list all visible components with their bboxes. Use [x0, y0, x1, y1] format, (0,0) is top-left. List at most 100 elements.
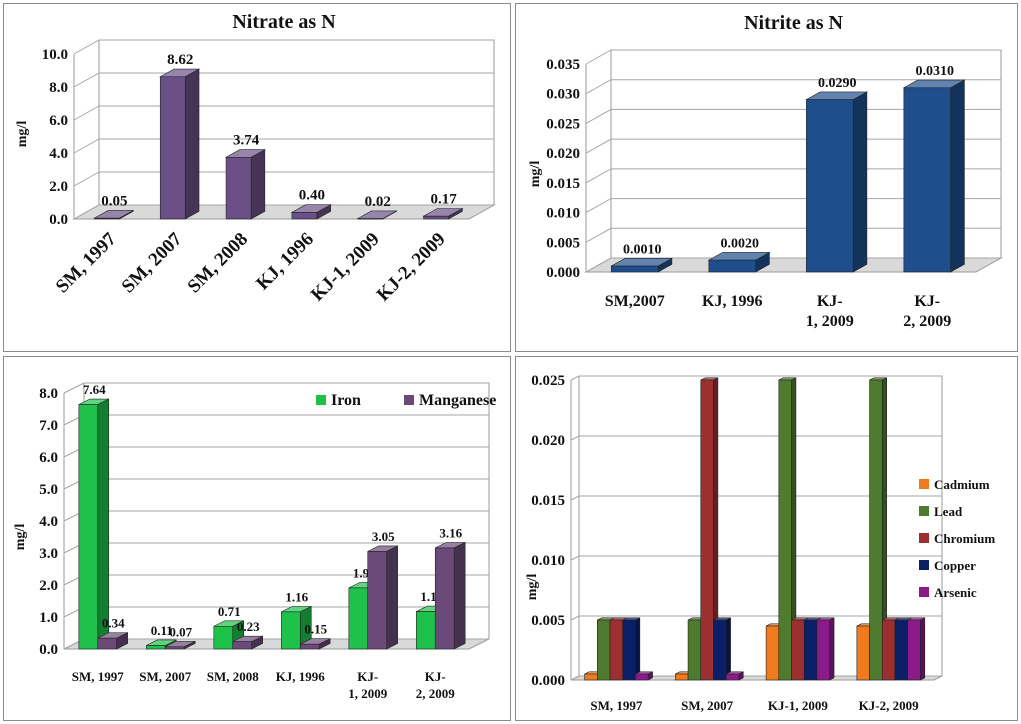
- bar-side: [453, 541, 466, 650]
- gridline: [73, 39, 494, 55]
- bar-side: [386, 545, 398, 650]
- legend-swatch: [316, 395, 326, 405]
- bar: [367, 551, 387, 650]
- bar: [416, 611, 436, 650]
- bar: [907, 619, 921, 681]
- data-label: 0.15: [304, 622, 327, 637]
- y-tick-label: 0.015: [546, 176, 580, 192]
- bar: [791, 619, 805, 681]
- bar: [611, 265, 659, 273]
- bar: [609, 619, 624, 681]
- legend-swatch: [404, 395, 414, 405]
- gridline: [585, 108, 1001, 124]
- bar: [778, 379, 792, 681]
- legend-swatch: [919, 560, 929, 570]
- x-tick-label: 2, 2009: [903, 313, 951, 330]
- iron-manganese-chart: 0.0 1.0 2.0 3.0 4.0 5.0 6.0 7.0 8.0 mg/l 7.64 0.34 S…: [13, 382, 496, 701]
- legend-label: Cadmium: [934, 477, 990, 492]
- data-label: 0.23: [237, 619, 260, 634]
- gridline: [585, 79, 1001, 95]
- legend-swatch: [919, 587, 929, 597]
- bar: [213, 625, 234, 650]
- data-label: 0.0020: [721, 236, 760, 251]
- y-axis-label: mg/l: [528, 161, 543, 188]
- bar-side: [635, 617, 641, 681]
- iron-manganese-chart-panel: 0.0 1.0 2.0 3.0 4.0 5.0 6.0 7.0 8.0 mg/l 7.64 0.34 S…: [3, 356, 511, 721]
- data-label: 0.02: [365, 194, 391, 210]
- bar: [635, 673, 649, 681]
- bar: [299, 643, 320, 650]
- y-tick-label: 0.000: [546, 265, 580, 281]
- x-tick-label: SM, 2008: [184, 229, 253, 298]
- y-tick-label: 0.010: [546, 206, 580, 222]
- bar: [434, 547, 455, 650]
- legend-label: Iron: [331, 392, 361, 409]
- data-label: 1.16: [285, 589, 308, 604]
- x-tick-label: KJ, 1996: [252, 229, 318, 295]
- bar-side: [184, 68, 200, 220]
- bar: [869, 379, 883, 681]
- data-label: 8.62: [167, 52, 193, 68]
- y-tick-label: 0.035: [546, 57, 580, 73]
- chart-title: Nitrite as N: [744, 12, 843, 34]
- heavy-metals-chart: 0.000 0.005 0.010 0.015 0.020 0.025 mg/l SM, 19…: [525, 373, 995, 713]
- x-tick-label: KJ-1, 2009: [768, 698, 828, 713]
- legend-label: Chromium: [934, 531, 995, 546]
- x-tick-label: SM, 2007: [681, 698, 734, 713]
- y-tick-label: 0.010: [531, 553, 565, 569]
- chart-title: Nitrate as N: [232, 11, 336, 33]
- gridline: [73, 204, 494, 220]
- legend-label: Manganese: [419, 392, 496, 409]
- gridline: [73, 72, 494, 88]
- gridline: [73, 171, 494, 187]
- data-label: 0.0310: [916, 64, 955, 79]
- bar: [281, 611, 301, 650]
- data-label: 0.05: [101, 193, 127, 209]
- bar-side: [829, 617, 835, 681]
- bar: [146, 645, 166, 650]
- gridline: [63, 382, 489, 394]
- x-tick-label: KJ-: [425, 669, 446, 684]
- bar: [348, 587, 369, 650]
- legend-swatch: [919, 479, 929, 489]
- data-label: 0.0290: [818, 76, 857, 91]
- bar: [881, 619, 896, 681]
- data-label: 0.17: [430, 191, 457, 207]
- data-label: 3.74: [233, 133, 260, 149]
- gridline: [585, 49, 1001, 65]
- y-axis-label: mg/l: [15, 121, 30, 148]
- y-tick-label: 6.0: [39, 450, 58, 466]
- bar: [357, 218, 384, 220]
- gridline: [570, 495, 942, 501]
- bar-side: [97, 398, 110, 650]
- x-tick-label: SM, 1997: [52, 228, 121, 297]
- data-label: 3.05: [372, 529, 395, 544]
- data-label: 0.0010: [623, 242, 662, 257]
- y-tick-label: 2.0: [39, 578, 58, 594]
- bar: [159, 76, 186, 220]
- gridline: [585, 168, 1001, 184]
- bar-side: [950, 79, 965, 273]
- bar: [97, 637, 117, 650]
- gridline: [570, 435, 942, 441]
- x-tick-label: SM,2007: [605, 293, 665, 310]
- y-tick-label: 0.0: [49, 212, 68, 228]
- x-tick-label: KJ-2, 2009: [859, 698, 919, 713]
- nitrite-chart-panel: 0.000 0.005 0.010 0.015 0.020 0.025 0.030 0.035…: [515, 3, 1018, 352]
- bar: [225, 156, 252, 220]
- gridline: [570, 555, 942, 561]
- x-tick-label: KJ-1, 2009: [307, 229, 384, 306]
- bar: [708, 259, 756, 273]
- y-tick-label: 6.0: [49, 113, 68, 129]
- bar: [687, 619, 702, 681]
- x-tick-label: SM, 1997: [590, 698, 643, 713]
- y-tick-label: 0.000: [531, 673, 565, 689]
- y-tick-label: 4.0: [39, 514, 58, 530]
- data-label: 3.16: [439, 525, 462, 540]
- nitrite-chart: 0.000 0.005 0.010 0.015 0.020 0.025 0.030 0.035…: [528, 12, 1003, 330]
- data-label: 0.71: [218, 604, 241, 619]
- bar: [894, 619, 908, 681]
- bar: [164, 646, 185, 650]
- gridline: [585, 257, 1001, 273]
- y-tick-label: 0.025: [546, 116, 580, 132]
